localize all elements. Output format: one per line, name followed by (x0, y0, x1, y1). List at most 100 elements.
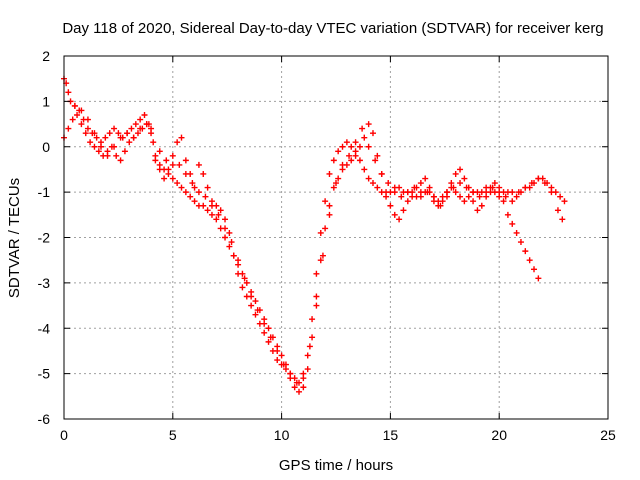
data-point (143, 121, 150, 128)
data-point (169, 161, 176, 168)
data-point (130, 134, 137, 141)
data-point (461, 175, 468, 182)
data-point (396, 216, 403, 223)
data-point (504, 211, 511, 218)
data-point (426, 184, 433, 191)
data-point (387, 202, 394, 209)
data-point (208, 202, 215, 209)
data-point (461, 198, 468, 205)
data-point (248, 293, 255, 300)
data-point (391, 189, 398, 196)
data-point (365, 121, 372, 128)
data-point (474, 207, 481, 214)
data-point (561, 198, 568, 205)
data-point (335, 148, 342, 155)
data-point (287, 370, 294, 377)
data-point (97, 143, 104, 150)
data-point (235, 270, 242, 277)
data-point (417, 189, 424, 196)
data-point (178, 184, 185, 191)
data-point (517, 239, 524, 246)
data-point (396, 184, 403, 191)
data-point (106, 130, 113, 137)
data-point (204, 184, 211, 191)
data-point (148, 130, 155, 137)
data-point (531, 266, 538, 273)
data-point (535, 275, 542, 282)
data-point (554, 207, 561, 214)
data-point (443, 193, 450, 200)
y-tick-label: -5 (38, 366, 51, 382)
data-point (82, 130, 89, 137)
data-point (248, 302, 255, 309)
data-point (78, 107, 85, 114)
data-point (189, 180, 196, 187)
data-point (261, 320, 268, 327)
data-point (365, 143, 372, 150)
data-point (84, 116, 91, 123)
data-point (491, 180, 498, 187)
data-point (326, 211, 333, 218)
data-point (69, 116, 76, 123)
data-point (424, 189, 431, 196)
data-point (352, 139, 359, 146)
data-point (176, 161, 183, 168)
chart-title: Day 118 of 2020, Sidereal Day-to-day VTE… (62, 20, 603, 37)
data-point (391, 211, 398, 218)
axis-ticks (63, 55, 609, 420)
data-point (348, 157, 355, 164)
data-point (304, 352, 311, 359)
data-point (369, 180, 376, 187)
data-point (470, 198, 477, 205)
x-tick-label: 25 (600, 427, 616, 443)
data-point (178, 134, 185, 141)
data-point (313, 293, 320, 300)
data-point (230, 252, 237, 259)
data-point (372, 157, 379, 164)
data-point (500, 198, 507, 205)
data-point (169, 152, 176, 159)
data-point (202, 193, 209, 200)
data-point (134, 130, 141, 137)
data-point (356, 143, 363, 150)
data-point (528, 180, 535, 187)
data-point (204, 207, 211, 214)
data-point (161, 175, 168, 182)
data-point (113, 152, 120, 159)
data-point (252, 311, 259, 318)
x-axis-label: GPS time / hours (279, 457, 393, 474)
data-point (317, 229, 324, 236)
data-point (243, 279, 250, 286)
data-point (409, 193, 416, 200)
data-point (104, 152, 111, 159)
data-point (557, 193, 564, 200)
data-point (191, 184, 198, 191)
data-point (463, 184, 470, 191)
data-point (483, 189, 490, 196)
data-point (489, 184, 496, 191)
data-point (322, 198, 329, 205)
data-point (559, 216, 566, 223)
tick-labels: 0 5 10 15 20 25 -6 -5 -4 -3 -2 -1 0 1 2 (38, 48, 616, 443)
data-point (191, 198, 198, 205)
data-point (91, 130, 98, 137)
data-point (274, 357, 281, 364)
y-axis-label: SDTVAR / TECUs (6, 178, 23, 298)
data-point (448, 180, 455, 187)
data-point (333, 180, 339, 187)
data-point (182, 189, 189, 196)
data-point (326, 170, 333, 177)
data-point (117, 157, 124, 164)
data-point (165, 166, 172, 173)
data-point (111, 143, 118, 150)
data-point (239, 284, 246, 291)
data-point (226, 229, 233, 236)
data-point (522, 184, 529, 191)
data-point (509, 198, 516, 205)
data-point (226, 243, 233, 250)
data-point (150, 139, 157, 146)
data-point (313, 302, 320, 309)
data-point (417, 180, 424, 187)
x-tick-label: 10 (274, 427, 290, 443)
data-point (267, 334, 274, 341)
